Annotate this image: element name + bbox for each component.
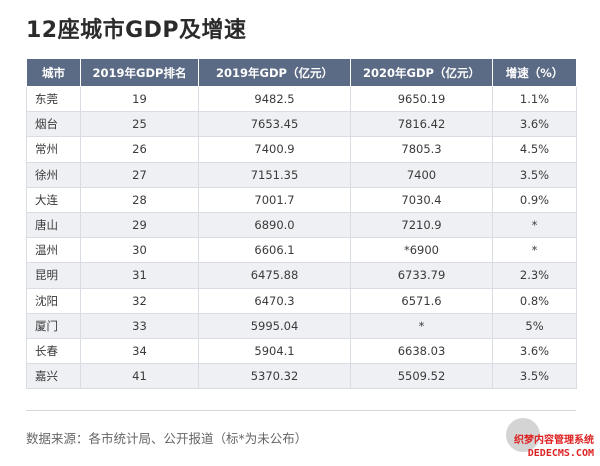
table-cell: 3.5%: [492, 161, 577, 188]
table-cell: 3.6%: [492, 337, 577, 365]
table-cell: 7653.45: [198, 111, 351, 138]
table-cell: 7210.9: [350, 211, 493, 239]
city-cell: 温州: [26, 237, 81, 264]
table-cell: 31: [80, 262, 199, 289]
table-row: 沈阳 32 6470.3 6571.6 0.8%: [26, 287, 577, 314]
gdp-table: 城市 2019年GDP排名 2019年GDP（亿元） 2020年GDP（亿元） 增速（%…: [26, 58, 577, 390]
city-cell: 厦门: [26, 312, 81, 339]
table-cell: 3.6%: [492, 111, 577, 138]
table-cell: 29: [80, 211, 199, 239]
divider: [26, 410, 576, 411]
watermark-cn: 织梦内容管理系统: [514, 435, 594, 446]
city-cell: 嘉兴: [26, 363, 81, 390]
city-cell: 长春: [26, 337, 81, 365]
city-cell: 烟台: [26, 111, 81, 138]
table-cell: 0.8%: [492, 287, 577, 314]
table-cell: 5%: [492, 312, 577, 339]
table-cell: 7400.9: [198, 136, 351, 163]
city-cell: 唐山: [26, 211, 81, 239]
table-cell: 5509.52: [350, 363, 493, 390]
table-row: 烟台 25 7653.45 7816.42 3.6%: [26, 111, 577, 138]
source-note: 数据来源：各市统计局、公开报道（标*为未公布）: [26, 431, 308, 446]
city-cell: 大连: [26, 186, 81, 213]
table-cell: 1.1%: [492, 85, 577, 113]
table-row: 唐山 29 6890.0 7210.9 *: [26, 211, 577, 239]
table-cell: 7816.42: [350, 111, 493, 138]
city-cell: 沈阳: [26, 287, 81, 314]
table-cell: 9650.19: [350, 85, 493, 113]
table-row: 嘉兴 41 5370.32 5509.52 3.5%: [26, 363, 577, 390]
table-cell: 4.5%: [492, 136, 577, 163]
column-header: 增速（%）: [492, 58, 577, 87]
column-header: 2019年GDP排名: [80, 58, 199, 87]
watermark-logo-icon: [506, 418, 540, 452]
table-row: 徐州 27 7151.35 7400 3.5%: [26, 161, 577, 188]
city-cell: 昆明: [26, 262, 81, 289]
table-row: 常州 26 7400.9 7805.3 4.5%: [26, 136, 577, 163]
table-cell: 26: [80, 136, 199, 163]
table-header-row: 城市 2019年GDP排名 2019年GDP（亿元） 2020年GDP（亿元） 增速（%…: [26, 58, 577, 87]
table-row: 温州 30 6606.1 *6900 *: [26, 237, 577, 264]
city-cell: 东莞: [26, 85, 81, 113]
table-cell: 3.5%: [492, 363, 577, 390]
table-cell: 7805.3: [350, 136, 493, 163]
table-row: 厦门 33 5995.04 * 5%: [26, 312, 577, 339]
table-cell: 41: [80, 363, 199, 390]
table-cell: 32: [80, 287, 199, 314]
city-cell: 徐州: [26, 161, 81, 188]
table-cell: 34: [80, 337, 199, 365]
table-cell: *: [492, 211, 577, 239]
table-cell: 2.3%: [492, 262, 577, 289]
watermark-en: DEDECMS.COM: [527, 448, 594, 459]
table-row: 长春 34 5904.1 6638.03 3.6%: [26, 337, 577, 365]
city-cell: 常州: [26, 136, 81, 163]
table-cell: 6470.3: [198, 287, 351, 314]
table-cell: 7030.4: [350, 186, 493, 213]
column-header: 2020年GDP（亿元）: [350, 58, 493, 87]
table-cell: 27: [80, 161, 199, 188]
table-row: 东莞 19 9482.5 9650.19 1.1%: [26, 85, 577, 113]
table-row: 昆明 31 6475.88 6733.79 2.3%: [26, 262, 577, 289]
table-cell: 6475.88: [198, 262, 351, 289]
table-cell: 30: [80, 237, 199, 264]
table-cell: *: [350, 312, 493, 339]
table-row: 大连 28 7001.7 7030.4 0.9%: [26, 186, 577, 213]
column-header: 2019年GDP（亿元）: [198, 58, 351, 87]
table-cell: 5904.1: [198, 337, 351, 365]
table-cell: 5995.04: [198, 312, 351, 339]
table-cell: 7151.35: [198, 161, 351, 188]
table-cell: 28: [80, 186, 199, 213]
table-cell: 9482.5: [198, 85, 351, 113]
table-cell: 7001.7: [198, 186, 351, 213]
table-cell: 7400: [350, 161, 493, 188]
table-cell: 19: [80, 85, 199, 113]
column-header: 城市: [26, 58, 81, 87]
table-cell: 0.9%: [492, 186, 577, 213]
table-cell: 6890.0: [198, 211, 351, 239]
table-cell: 6733.79: [350, 262, 493, 289]
table-body: 东莞 19 9482.5 9650.19 1.1% 烟台 25 7653.45 7816.42 3…: [26, 85, 577, 390]
table-cell: 6571.6: [350, 287, 493, 314]
table-cell: 25: [80, 111, 199, 138]
table-cell: *: [492, 237, 577, 264]
watermark: 织梦内容管理系统 DEDECMS.COM: [514, 434, 594, 460]
table-cell: 6638.03: [350, 337, 493, 365]
table-cell: 6606.1: [198, 237, 351, 264]
page-title: 12座城市GDP及增速: [26, 18, 247, 43]
table-cell: 5370.32: [198, 363, 351, 390]
table-cell: 33: [80, 312, 199, 339]
table-cell: *6900: [350, 237, 493, 264]
